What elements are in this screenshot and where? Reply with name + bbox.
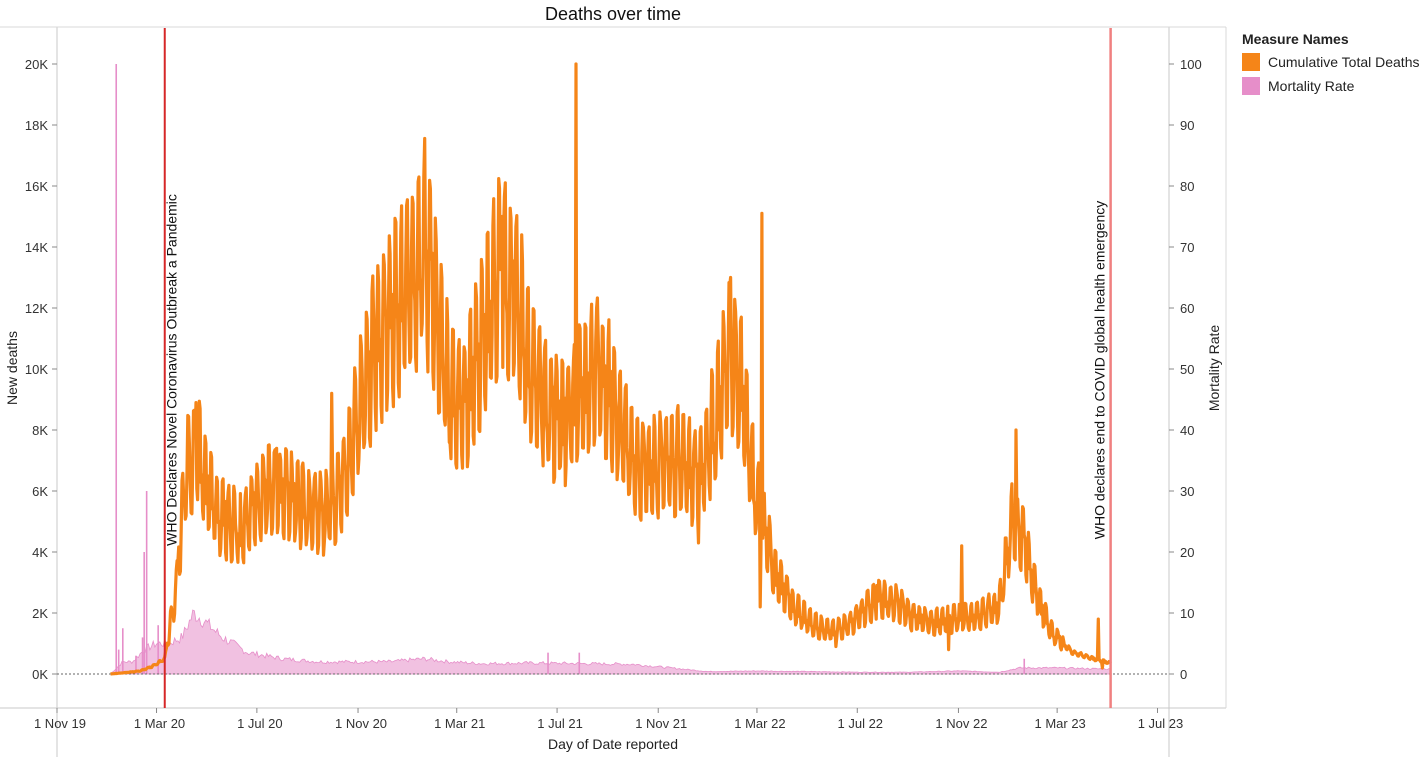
legend-title: Measure Names xyxy=(1242,31,1349,47)
mortality-rate-area xyxy=(109,609,1111,675)
y-right-axis-title: Mortality Rate xyxy=(1206,325,1222,412)
y-left-tick-label: 2K xyxy=(32,606,48,621)
chart-title: Deaths over time xyxy=(545,4,681,24)
legend-swatch-orange xyxy=(1242,53,1260,71)
y-right-tick-label: 40 xyxy=(1180,423,1194,438)
legend-label: Cumulative Total Deaths xyxy=(1268,54,1420,70)
y-left-tick-label: 8K xyxy=(32,423,48,438)
y-right-tick-label: 80 xyxy=(1180,179,1194,194)
mortality-rate-series xyxy=(109,64,1111,675)
legend: Measure Names Cumulative Total Deaths Mo… xyxy=(1242,31,1419,98)
x-tick-label: 1 Jul 20 xyxy=(237,716,283,731)
y-left-axis-title: New deaths xyxy=(4,331,20,405)
x-tick-label: 1 Jul 22 xyxy=(838,716,884,731)
y-right-tick-label: 0 xyxy=(1180,667,1187,682)
y-right-tick-label: 10 xyxy=(1180,606,1194,621)
y-left-tick-label: 6K xyxy=(32,484,48,499)
emergency-end-label: WHO declares end to COVID global health … xyxy=(1092,201,1108,540)
legend-item-cumulative-total-deaths[interactable]: Cumulative Total Deaths xyxy=(1242,50,1419,74)
y-left-tick-label: 20K xyxy=(25,57,48,72)
y-left-tick-label: 4K xyxy=(32,545,48,560)
y-right-tick-label: 100 xyxy=(1180,57,1202,72)
y-left-tick-label: 0K xyxy=(32,667,48,682)
annotations: WHO Declares Novel Coronavirus Outbreak … xyxy=(163,28,1112,708)
y-left-tick-label: 18K xyxy=(25,118,48,133)
legend-item-mortality-rate[interactable]: Mortality Rate xyxy=(1242,74,1419,98)
y-right-axis: 0 10 20 30 40 50 60 70 80 90 100 xyxy=(1169,57,1202,682)
x-tick-label: 1 Jul 21 xyxy=(537,716,583,731)
x-tick-label: 1 Nov 19 xyxy=(34,716,86,731)
cumulative-deaths-series xyxy=(109,62,1112,676)
y-right-tick-label: 30 xyxy=(1180,484,1194,499)
y-right-tick-label: 90 xyxy=(1180,118,1194,133)
y-right-tick-label: 20 xyxy=(1180,545,1194,560)
x-tick-label: 1 Mar 23 xyxy=(1034,716,1085,731)
x-tick-label: 1 Mar 21 xyxy=(434,716,485,731)
x-tick-label: 1 Nov 22 xyxy=(935,716,987,731)
y-right-tick-label: 60 xyxy=(1180,301,1194,316)
y-left-tick-label: 10K xyxy=(25,362,48,377)
x-tick-label: 1 Nov 21 xyxy=(635,716,687,731)
legend-label: Mortality Rate xyxy=(1268,78,1355,94)
x-tick-label: 1 Mar 22 xyxy=(734,716,785,731)
cumulative-deaths-line xyxy=(109,62,1112,676)
x-axis: 1 Nov 19 1 Mar 20 1 Jul 20 1 Nov 20 1 Mar 21… xyxy=(34,708,1183,731)
x-tick-label: 1 Jul 23 xyxy=(1138,716,1184,731)
x-tick-label: 1 Nov 20 xyxy=(335,716,387,731)
y-left-tick-label: 14K xyxy=(25,240,48,255)
x-axis-title: Day of Date reported xyxy=(548,736,678,752)
pandemic-declared-label: WHO Declares Novel Coronavirus Outbreak … xyxy=(164,194,180,546)
y-right-tick-label: 50 xyxy=(1180,362,1194,377)
panel-frame xyxy=(0,26,1227,757)
x-tick-label: 1 Mar 20 xyxy=(134,716,185,731)
y-left-axis: 0K 2K 4K 6K 8K 10K 12K 14K 16K 18K 20K xyxy=(25,57,57,682)
legend-swatch-pink xyxy=(1242,77,1260,95)
y-left-tick-label: 16K xyxy=(25,179,48,194)
y-right-tick-label: 70 xyxy=(1180,240,1194,255)
y-left-tick-label: 12K xyxy=(25,301,48,316)
